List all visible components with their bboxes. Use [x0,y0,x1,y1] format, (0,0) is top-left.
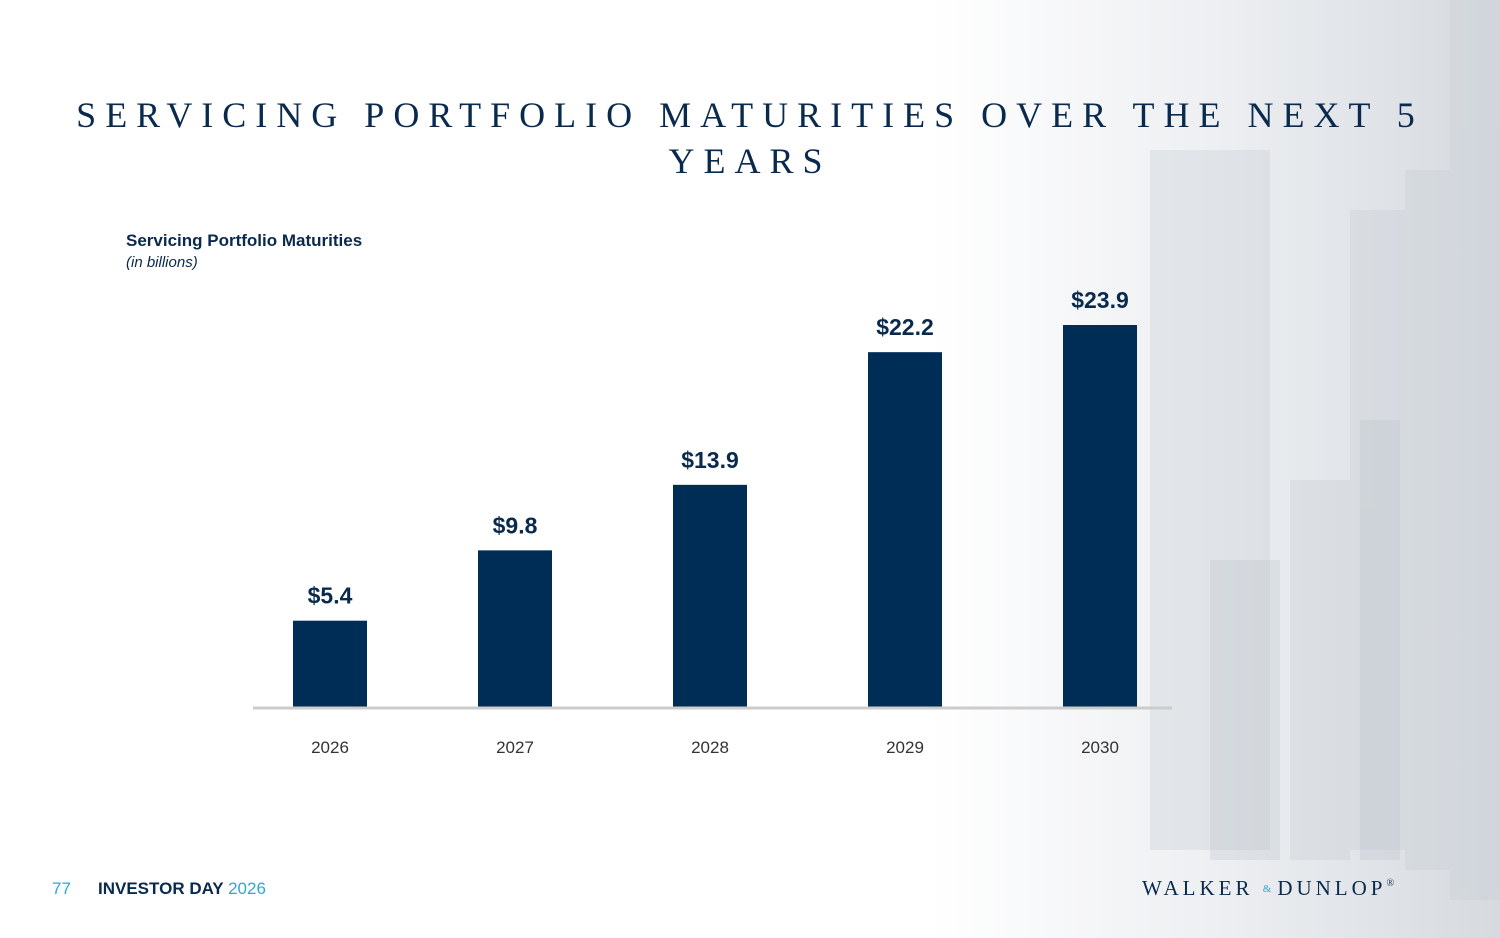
x-tick-2030: 2030 [1081,738,1119,757]
page-number: 77 [52,879,71,898]
bars-layer [293,325,1137,707]
footer-event-label: INVESTOR DAY 2026 [98,879,266,899]
data-label-2026: $5.4 [308,583,353,609]
logo-left: WALKER [1142,876,1254,900]
bar-2027 [478,550,552,707]
company-logo: WALKER & DUNLOP® [1142,876,1394,901]
logo-ampersand: & [1262,883,1272,895]
chart-subtitle: (in billions) [126,254,198,271]
data-label-2030: $23.9 [1071,287,1129,313]
x-tick-labels-layer: 2026 2027 2028 2029 2030 [311,738,1119,757]
data-label-2028: $13.9 [681,447,739,473]
x-tick-2028: 2028 [691,738,729,757]
bar-2030 [1063,325,1137,707]
x-tick-2029: 2029 [886,738,924,757]
bar-2029 [868,352,942,707]
bar-2028 [673,484,747,707]
footer-year: 2026 [228,879,266,898]
chart-title: Servicing Portfolio Maturities [126,231,363,250]
data-label-2027: $9.8 [493,512,538,538]
x-tick-2027: 2027 [496,738,534,757]
bar-2026 [293,620,367,707]
data-labels-layer: $5.4 $9.8 $13.9 $22.2 $23.9 [308,287,1129,609]
data-label-2029: $22.2 [876,314,934,340]
slide-title: SERVICING PORTFOLIO MATURITIES OVER THE … [76,95,1424,181]
x-tick-2026: 2026 [311,738,349,757]
footer-event-text: INVESTOR DAY [98,879,229,898]
logo-right: DUNLOP [1277,876,1387,900]
logo-registered-mark: ® [1386,878,1395,889]
